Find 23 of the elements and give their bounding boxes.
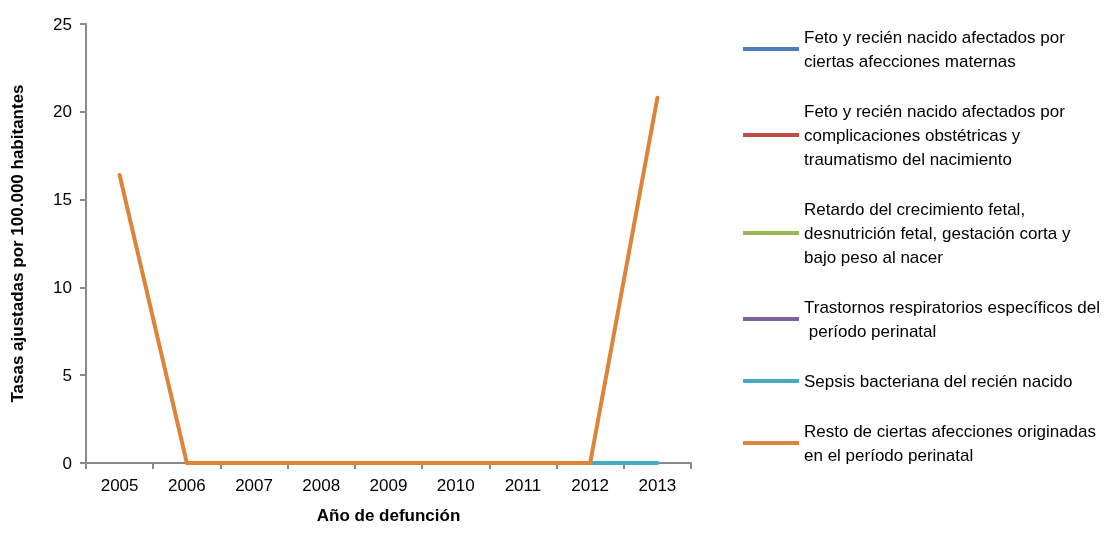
x-tick-label: 2012 <box>571 476 610 495</box>
y-tick-label: 20 <box>53 102 72 122</box>
x-tick-label: 2005 <box>100 476 139 495</box>
legend-label: Resto de ciertas afecciones originadas en el período perinatal <box>804 421 1101 465</box>
legend-label: Feto y recién nacido afectados por ciertas afecciones maternas <box>804 27 1070 71</box>
x-tick-label: 2010 <box>436 476 475 495</box>
y-tick-label: 5 <box>62 365 72 385</box>
x-tick-label: 2013 <box>638 476 677 495</box>
x-axis-title: Año de defunción <box>316 506 461 525</box>
legend-label: Sepsis bacteriana del recién nacido <box>804 371 1073 391</box>
legend-label: Trastornos respiratorios específicos del período perinatal <box>804 297 1101 341</box>
x-tick-label: 2009 <box>369 476 408 495</box>
legend-label: Feto y recién nacido afectados por complicaciones obstétricas y traumatismo del nacimiento <box>804 101 1070 169</box>
legend-label: Retardo del crecimiento fetal, desnutrición fetal, gestación corta y bajo peso al nacer <box>804 199 1076 267</box>
x-tick-label: 2008 <box>302 476 341 495</box>
x-tick-label: 2011 <box>504 476 542 495</box>
y-tick-label: 25 <box>53 14 72 34</box>
x-tick-label: 2006 <box>167 476 206 495</box>
y-tick-label: 0 <box>62 453 72 473</box>
y-tick-label: 15 <box>53 190 72 210</box>
x-tick-label: 2007 <box>235 476 273 495</box>
y-tick-label: 10 <box>53 277 72 297</box>
y-axis-title: Tasas ajustadas por 100.000 habitantes <box>8 84 27 403</box>
